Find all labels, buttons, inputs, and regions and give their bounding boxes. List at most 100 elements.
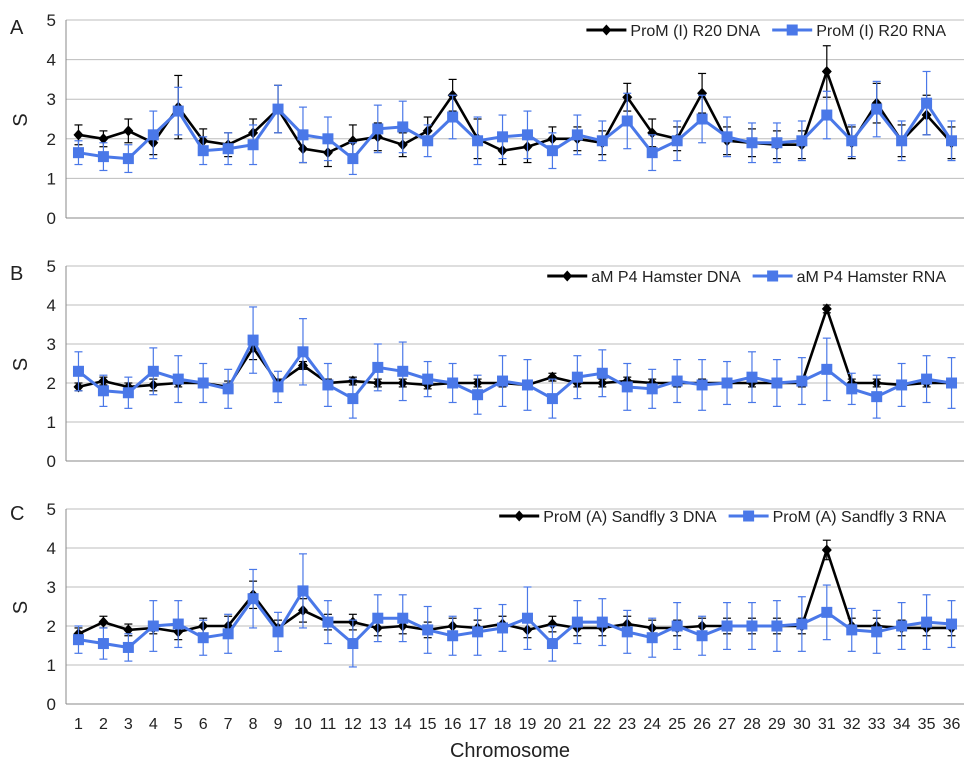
data-point — [72, 365, 84, 377]
data-point — [297, 585, 309, 597]
data-point — [247, 593, 259, 605]
x-tick-label: 5 — [174, 716, 183, 733]
data-point — [546, 145, 558, 157]
data-point — [871, 103, 883, 115]
series-line — [78, 588, 952, 650]
data-point — [646, 147, 658, 159]
legend-label: ProM (A) Sandfly 3 DNA — [543, 509, 717, 526]
panel-letter: A — [10, 17, 24, 39]
y-tick-label: 5 — [47, 257, 56, 276]
data-point — [447, 377, 459, 389]
data-point — [322, 616, 334, 628]
data-point — [123, 624, 134, 636]
series-line — [78, 100, 953, 161]
y-tick-label: 1 — [47, 656, 56, 675]
data-point — [846, 383, 858, 395]
x-tick-label: 27 — [718, 716, 736, 733]
series-rna — [72, 553, 958, 668]
x-tick-label: 9 — [274, 716, 283, 733]
legend-label: aM P4 Hamster DNA — [591, 269, 741, 286]
data-point — [621, 381, 633, 393]
data-point — [771, 137, 783, 149]
data-point — [472, 389, 484, 401]
data-point — [197, 377, 209, 389]
x-tick-label: 13 — [369, 716, 387, 733]
data-point — [696, 113, 708, 125]
data-point — [671, 375, 683, 387]
data-point — [422, 624, 434, 636]
data-point — [771, 620, 783, 632]
data-point — [172, 618, 184, 630]
data-point — [397, 365, 409, 377]
legend-label: aM P4 Hamster RNA — [797, 269, 947, 286]
data-point — [946, 377, 958, 389]
y-tick-label: 0 — [47, 209, 56, 228]
x-tick-label: 8 — [249, 716, 258, 733]
data-point — [821, 109, 833, 121]
x-tick-label: 35 — [918, 716, 936, 733]
data-point — [696, 379, 708, 391]
x-tick-label: 4 — [149, 716, 158, 733]
data-point — [621, 115, 633, 127]
y-tick-label: 3 — [47, 335, 56, 354]
series-rna — [72, 306, 958, 419]
x-tick-label: 22 — [593, 716, 611, 733]
y-axis-label: S — [10, 601, 32, 614]
data-point — [97, 638, 109, 650]
data-point — [247, 334, 259, 346]
x-tick-label: 11 — [320, 716, 337, 733]
data-point — [297, 129, 309, 141]
panels: A S 0 1 2 3 4 5 ProM (I) R20 DNA ProM (I) R20 RNA… — [10, 11, 964, 714]
x-tick-label: 29 — [768, 716, 786, 733]
data-point — [447, 630, 459, 642]
data-point — [796, 618, 808, 630]
x-tick-label: 23 — [618, 716, 636, 733]
x-tick-label: 17 — [469, 716, 487, 733]
data-point — [73, 129, 84, 141]
series-line — [78, 67, 953, 155]
x-tick-label: 28 — [743, 716, 761, 733]
data-point — [472, 626, 484, 638]
data-point — [497, 622, 509, 634]
data-point — [521, 129, 533, 141]
data-point — [97, 385, 109, 397]
x-tick-label: 16 — [444, 716, 462, 733]
data-point — [896, 379, 908, 391]
data-point — [122, 387, 134, 399]
y-tick-label: 2 — [47, 617, 56, 636]
x-tick-label: 6 — [199, 716, 208, 733]
x-tick-label: 33 — [868, 716, 886, 733]
data-point — [821, 303, 832, 315]
x-tick-label: 15 — [419, 716, 437, 733]
data-point — [821, 606, 833, 618]
series-line — [77, 545, 952, 635]
series-dna — [73, 539, 957, 641]
data-point — [671, 620, 683, 632]
data-point — [172, 373, 184, 385]
legend-swatch-marker — [786, 24, 798, 36]
legend-swatch-marker — [514, 510, 525, 522]
series-line — [77, 336, 952, 401]
data-point — [222, 383, 234, 395]
data-point — [147, 129, 159, 141]
data-point — [546, 638, 558, 650]
data-point — [322, 133, 334, 145]
legend-swatch-marker — [601, 24, 612, 36]
x-tick-label: 20 — [544, 716, 562, 733]
data-point — [497, 131, 509, 143]
y-tick-label: 4 — [47, 539, 56, 558]
data-point — [322, 379, 334, 391]
data-point — [921, 97, 933, 109]
data-point — [123, 125, 134, 137]
x-tick-label: 1 — [74, 716, 83, 733]
chart-panel-b: B S 0 1 2 3 4 5 aM P4 Hamster DNA aM P4 Hamster R… — [10, 257, 964, 471]
data-point — [821, 544, 832, 556]
data-point — [347, 153, 359, 165]
data-point — [821, 363, 833, 375]
x-tick-label: 31 — [818, 716, 836, 733]
data-point — [621, 626, 633, 638]
data-point — [98, 616, 109, 628]
data-point — [297, 346, 309, 358]
data-point — [896, 620, 908, 632]
